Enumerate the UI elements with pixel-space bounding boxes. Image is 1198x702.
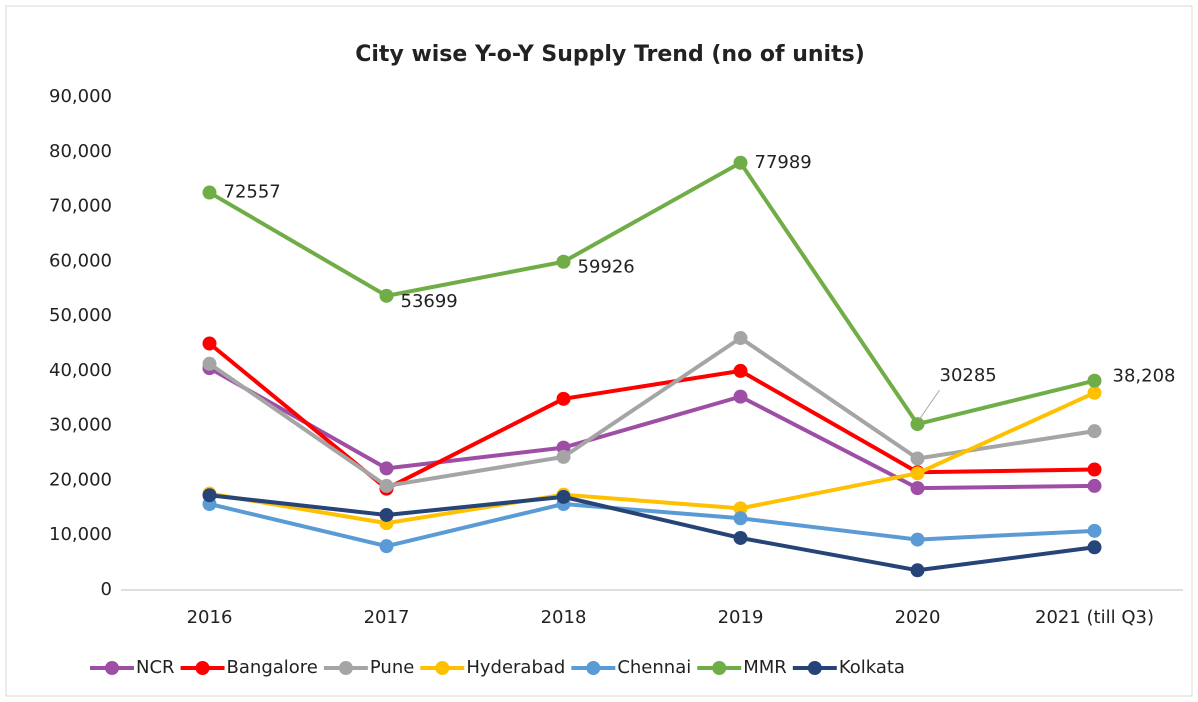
data-label: 72557 [224, 182, 281, 203]
series-line [209, 501, 1095, 549]
data-point [556, 391, 571, 406]
y-tick-label: 30,000 [49, 415, 112, 436]
series-line [209, 390, 1096, 526]
data-label: 30285 [940, 365, 997, 386]
data-point [379, 539, 394, 554]
legend-label: Kolkata [839, 657, 905, 678]
y-tick-label: 20,000 [49, 469, 112, 490]
chart-title: City wise Y-o-Y Supply Trend (no of unit… [355, 42, 865, 67]
x-tick-label: 2016 [187, 607, 233, 628]
legend-marker [195, 661, 210, 675]
y-tick-label: 80,000 [49, 141, 112, 162]
data-point [733, 501, 748, 516]
data-label: 38,208 [1113, 366, 1176, 387]
y-tick-label: 50,000 [49, 305, 112, 326]
data-point [1087, 424, 1102, 439]
data-point [202, 488, 217, 503]
data-point [910, 532, 925, 547]
data-point [733, 331, 748, 346]
data-label: 77989 [755, 152, 812, 173]
data-point [379, 288, 394, 303]
legend-marker [105, 661, 119, 675]
data-point [1087, 385, 1102, 400]
data-label: 59926 [578, 257, 635, 278]
data-point [556, 449, 571, 464]
data-point [1087, 523, 1102, 538]
legend-marker [435, 661, 450, 675]
data-point [910, 466, 925, 481]
y-tick-label: 10,000 [49, 524, 112, 545]
data-point [1087, 540, 1102, 555]
data-point [1087, 373, 1102, 388]
data-point [733, 511, 748, 526]
data-point [556, 489, 571, 504]
x-tick-label: 2018 [541, 607, 587, 628]
legend-label: MMR [743, 657, 787, 678]
legend-label: NCR [136, 657, 175, 678]
legend-label: Bangalore [227, 657, 318, 678]
data-point [910, 451, 925, 466]
y-tick-label: 0 [101, 579, 112, 600]
data-point [379, 507, 394, 522]
data-point [556, 254, 571, 269]
y-tick-label: 40,000 [49, 360, 112, 381]
legend-marker [586, 661, 601, 675]
y-tick-label: 90,000 [49, 86, 112, 107]
data-point [733, 530, 748, 545]
leader-line [919, 389, 940, 420]
chart-border [5, 5, 1193, 697]
data-point [202, 185, 217, 200]
series-line [208, 336, 1095, 488]
data-point [379, 461, 394, 476]
data-point [910, 563, 925, 578]
series-line [209, 493, 1095, 573]
data-point [1087, 462, 1102, 477]
data-point [733, 155, 748, 170]
legend-marker [338, 661, 353, 675]
x-tick-label: 2021 (till Q3) [1035, 607, 1154, 628]
series-line [208, 160, 1095, 427]
legend-label: Hyderabad [466, 657, 565, 678]
data-label: 53699 [401, 291, 458, 312]
data-point [379, 478, 394, 493]
y-tick-label: 70,000 [49, 196, 112, 217]
x-tick-label: 2019 [718, 607, 764, 628]
legend-marker [712, 661, 727, 675]
data-point [733, 363, 748, 378]
y-tick-label: 60,000 [49, 250, 112, 271]
data-point [910, 417, 925, 432]
legend-label: Pune [370, 657, 414, 678]
data-point [202, 356, 217, 371]
legend-label: Chennai [617, 657, 691, 678]
data-point [910, 481, 925, 496]
x-tick-label: 2017 [364, 607, 410, 628]
legend-marker [807, 661, 822, 675]
data-point [202, 336, 217, 351]
series-line [208, 366, 1095, 491]
x-tick-label: 2020 [895, 607, 941, 628]
data-point [1087, 478, 1102, 493]
data-point [733, 389, 748, 404]
